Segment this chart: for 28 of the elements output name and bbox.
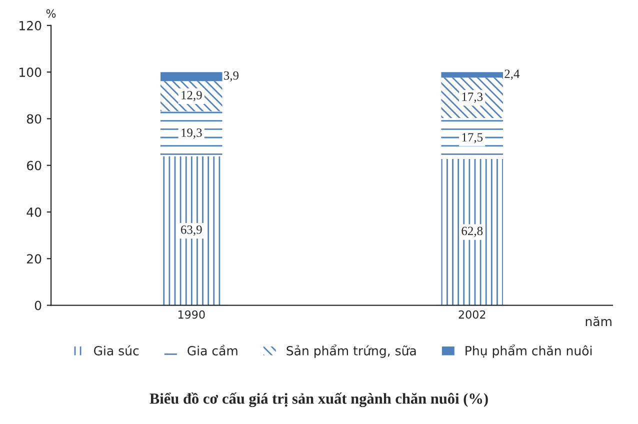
bar — [441, 72, 503, 78]
data-label: 2,4 — [504, 70, 520, 80]
y-axis-title: % — [46, 9, 56, 18]
legend-label: Gia súc — [94, 345, 139, 356]
x-tick-label: 2002 — [458, 310, 486, 319]
bar — [160, 111, 222, 156]
y-tick-label: 0 — [34, 300, 42, 310]
bar — [441, 158, 503, 306]
data-label: 12,9 — [182, 90, 202, 102]
data-label: 63,9 — [181, 226, 202, 236]
legend-label: Phụ phẩm chăn nuôi — [466, 344, 592, 358]
legend-label: Sản phẩm trứng, sữa — [286, 344, 416, 358]
data-label: 17,3 — [462, 92, 483, 103]
data-label: 3,9 — [224, 71, 239, 82]
text: Biểu đồ cơ cấu giá trị sản xuất ngành chăn nuôi (%) — [150, 392, 488, 408]
data-label: 62,8 — [462, 226, 483, 237]
y-tick-label: 60 — [26, 160, 42, 170]
data-label: 17,5 — [462, 133, 483, 144]
y-tick-label: 40 — [26, 207, 42, 217]
y-tick-label: 80 — [26, 114, 42, 124]
x-axis-title: năm — [586, 316, 612, 326]
y-tick-label: 100 — [20, 68, 42, 78]
y-tick-label: 20 — [27, 254, 42, 264]
bar — [160, 72, 222, 82]
legend-label: Gia cầm — [188, 344, 238, 356]
y-tick-label: 120 — [20, 20, 42, 30]
data-label: 19,3 — [182, 128, 202, 139]
x-tick-label: 1990 — [178, 310, 205, 319]
